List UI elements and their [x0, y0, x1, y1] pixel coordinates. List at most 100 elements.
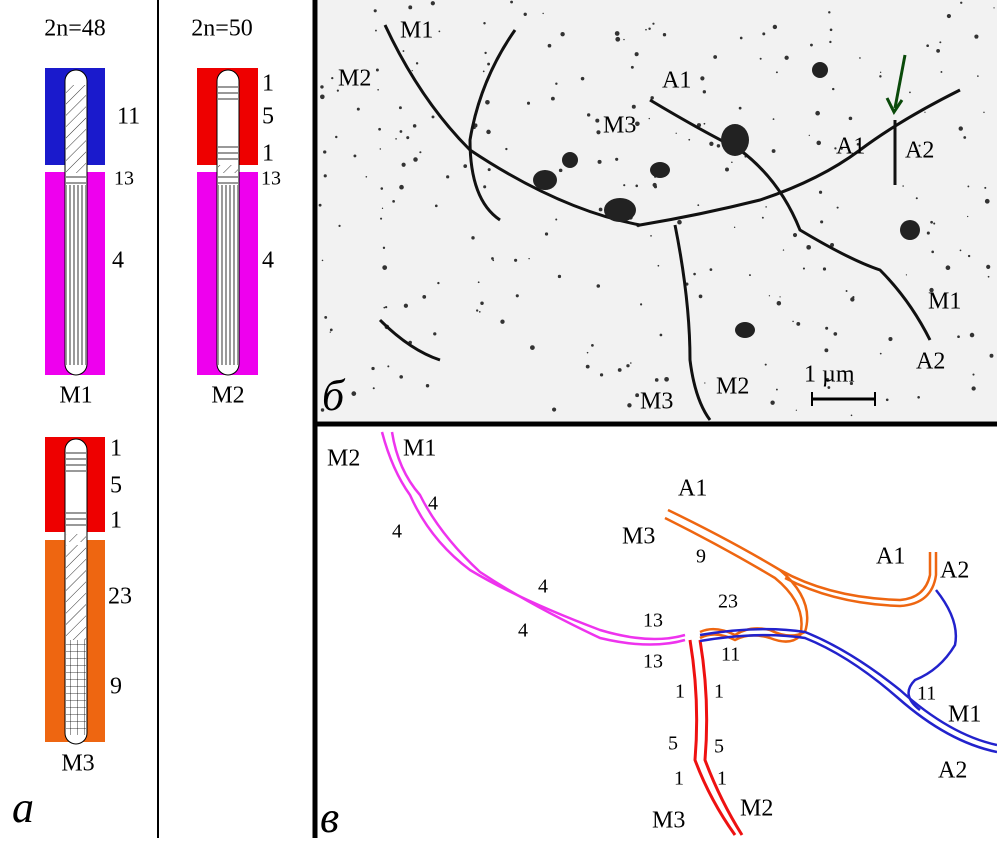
panel-label: б — [322, 371, 346, 420]
tracing-label: 1 — [675, 681, 685, 703]
speck — [880, 72, 881, 73]
tracing-label: 4 — [518, 620, 528, 642]
speck — [555, 83, 557, 85]
speck — [859, 57, 861, 59]
speck — [983, 112, 984, 113]
tracing-label: 13 — [643, 610, 663, 632]
tracing-label: 1 — [717, 768, 727, 790]
speck — [773, 118, 775, 120]
band-label: 4 — [112, 248, 124, 274]
tracing-label: 9 — [696, 546, 706, 568]
speck — [880, 353, 882, 355]
speck — [623, 184, 625, 186]
speck — [426, 384, 429, 387]
speck — [400, 130, 403, 133]
speck — [471, 236, 474, 239]
chromosome-name: M2 — [211, 383, 244, 409]
speck — [324, 316, 327, 319]
karyotype-title: 2n=50 — [191, 16, 253, 42]
speck — [886, 398, 889, 401]
speck — [957, 335, 960, 338]
speck — [819, 191, 822, 194]
speck — [990, 354, 994, 358]
speck — [916, 197, 918, 199]
speck — [437, 282, 439, 284]
speck — [476, 309, 478, 311]
speck — [654, 185, 657, 188]
speck — [431, 1, 435, 5]
micrograph-label: A2 — [905, 138, 934, 164]
speck — [792, 321, 794, 323]
speck — [762, 217, 764, 219]
speck — [760, 58, 762, 60]
speck — [648, 27, 650, 29]
speck — [829, 41, 831, 43]
micrograph-label: A1 — [836, 134, 865, 160]
speck — [331, 77, 333, 79]
speck — [663, 33, 666, 36]
micrograph — [318, 0, 997, 421]
chromosome-m3 — [45, 437, 105, 744]
speck — [322, 260, 324, 262]
speck — [479, 311, 481, 313]
speck — [438, 31, 440, 33]
speck — [960, 250, 962, 252]
speck — [985, 199, 990, 204]
speck — [413, 124, 417, 128]
speck — [383, 247, 385, 249]
band-label: 1 — [110, 508, 122, 534]
speck — [545, 232, 548, 235]
tracing-label: 4 — [428, 493, 438, 515]
speck — [615, 37, 620, 42]
speck — [587, 113, 590, 116]
tracing-label: A1 — [876, 544, 905, 570]
chromosome-m1 — [45, 68, 105, 375]
speck — [816, 141, 821, 146]
speck — [828, 11, 830, 13]
speck — [974, 35, 978, 39]
speck — [635, 393, 639, 397]
tracing-label: 4 — [392, 521, 402, 543]
speck — [988, 276, 990, 278]
speck — [776, 71, 778, 73]
chromosome-name: M3 — [61, 751, 94, 777]
speck — [784, 56, 788, 60]
speck — [615, 158, 618, 161]
speck — [765, 206, 767, 208]
speck — [413, 157, 418, 162]
speck — [946, 265, 951, 270]
speck — [483, 70, 485, 72]
speck — [888, 337, 892, 341]
speck — [986, 265, 990, 269]
speck — [960, 2, 962, 4]
speck — [676, 133, 677, 134]
speck — [463, 164, 467, 168]
speck — [375, 30, 377, 32]
speck — [927, 232, 930, 235]
micrograph-label: M2 — [716, 374, 749, 400]
speck — [803, 267, 805, 269]
speck — [486, 130, 491, 135]
speck — [824, 348, 828, 352]
speck — [623, 39, 624, 40]
speck — [598, 160, 602, 164]
speck — [650, 235, 652, 237]
speck — [483, 22, 485, 24]
band-label: 23 — [108, 584, 132, 610]
speck — [510, 1, 513, 4]
speck — [977, 75, 979, 77]
band-label: 13 — [114, 168, 134, 190]
speck — [380, 218, 382, 220]
speck — [382, 265, 387, 270]
speck — [993, 7, 994, 8]
band-label: 5 — [110, 473, 122, 499]
speck — [697, 204, 699, 206]
speck — [548, 44, 552, 48]
tracing-label: M3 — [652, 808, 685, 834]
speck — [376, 69, 379, 72]
speck — [324, 174, 327, 177]
speck — [902, 185, 904, 187]
speck — [649, 118, 650, 119]
speck — [416, 62, 418, 64]
speck — [658, 265, 660, 267]
